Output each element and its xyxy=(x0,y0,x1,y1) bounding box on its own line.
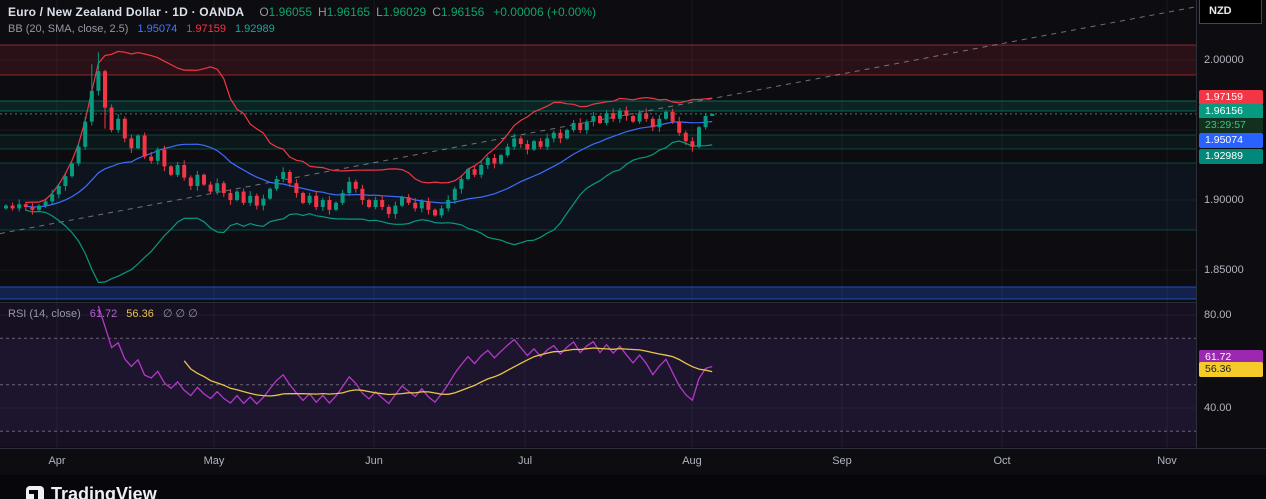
ohlc-letter: C xyxy=(432,5,441,19)
price-zones xyxy=(0,44,1196,300)
ohlc-values: O1.96055 H1.96165 L1.96029 C1.96156 xyxy=(253,5,484,19)
price-badge: 1.95074 xyxy=(1199,133,1263,148)
bb-indicator-legend[interactable]: BB (20, SMA, close, 2.5) 1.95074 1.97159… xyxy=(8,23,275,35)
time-axis-month-aug: Aug xyxy=(682,455,702,467)
time-axis-month-jul: Jul xyxy=(517,455,533,467)
symbol-title[interactable]: Euro / New Zealand Dollar · 1D · OANDA xyxy=(8,5,245,19)
rsi-label[interactable]: RSI (14, close) xyxy=(8,308,81,320)
chart-canvas[interactable] xyxy=(0,0,1196,448)
bb-basis-line xyxy=(25,120,713,208)
bb-upper-value: 1.97159 xyxy=(186,23,226,35)
bb-label[interactable]: BB (20, SMA, close, 2.5) xyxy=(8,23,129,35)
candles xyxy=(4,52,715,219)
rsi-value-badge: 56.36 xyxy=(1199,361,1263,377)
price-axis-label: 1.90000 xyxy=(1204,194,1244,206)
pane-separator[interactable] xyxy=(0,302,1266,303)
ohlc-value: 1.96029 xyxy=(382,5,427,19)
ohlc-value: 1.96156 xyxy=(440,5,485,19)
ohlc-letter: H xyxy=(318,5,327,19)
rsi-axis-label: 80.00 xyxy=(1204,309,1232,321)
price-badge: 1.92989 xyxy=(1199,149,1263,164)
bottom-strip xyxy=(0,475,1266,499)
price-axis[interactable]: 2.00000 1.90000 1.85000 80.00 40.00 1.97159 1.… xyxy=(1196,0,1266,448)
trendline[interactable] xyxy=(0,6,1196,235)
countdown-badge: 23:29:57 xyxy=(1199,118,1263,133)
price-axis-label: 1.85000 xyxy=(1204,264,1244,276)
bb-lower-value: 1.92989 xyxy=(234,23,275,35)
rsi-pane-background xyxy=(0,303,1196,447)
ohlc-letter: O xyxy=(259,5,269,19)
symbol-legend[interactable]: Euro / New Zealand Dollar · 1D · OANDA O… xyxy=(8,5,596,19)
rsi-value: 61.72 xyxy=(89,308,118,320)
tradingview-logo-icon xyxy=(26,485,44,499)
rsi-hidden-values: ∅ ∅ ∅ xyxy=(162,308,198,320)
change-value: +0.00006 (+0.00%) xyxy=(493,5,596,19)
tradingview-logo-text: TradingView xyxy=(51,484,157,499)
tradingview-logo[interactable]: TradingView xyxy=(26,484,157,499)
time-axis-month-may: May xyxy=(203,455,225,467)
rsi-ma-line xyxy=(183,347,713,397)
rsi-indicator-legend[interactable]: RSI (14, close) 61.72 56.36 ∅ ∅ ∅ xyxy=(8,307,198,320)
bb-upper-band-line xyxy=(25,50,713,203)
watchlist-symbol-nzd[interactable]: NZD xyxy=(1199,0,1262,24)
price-badge: 1.96156 xyxy=(1199,104,1263,119)
rsi-value-badge: 61.72 xyxy=(1199,349,1263,365)
time-axis-month-oct: Oct xyxy=(993,455,1011,467)
price-axis-label: 2.00000 xyxy=(1204,54,1244,66)
time-axis[interactable]: Apr May Jun Jul Aug Sep Oct Nov xyxy=(0,448,1266,475)
ohlc-letter: L xyxy=(376,5,383,19)
bb-basis-value: 1.95074 xyxy=(137,23,178,35)
rsi-axis-label: 40.00 xyxy=(1204,402,1232,414)
ohlc-value: 1.96055 xyxy=(268,5,313,19)
price-badge: 1.97159 xyxy=(1199,90,1263,105)
time-axis-month-apr: Apr xyxy=(48,455,66,467)
bb-lower-band-line xyxy=(25,140,713,284)
time-axis-month-nov: Nov xyxy=(1157,455,1177,467)
time-axis-month-sep: Sep xyxy=(832,455,852,467)
ohlc-value: 1.96165 xyxy=(326,5,371,19)
watchlist-symbol-label: NZD xyxy=(1209,5,1232,17)
time-axis-month-jun: Jun xyxy=(365,455,383,467)
rsi-ma-value: 56.36 xyxy=(126,308,154,320)
